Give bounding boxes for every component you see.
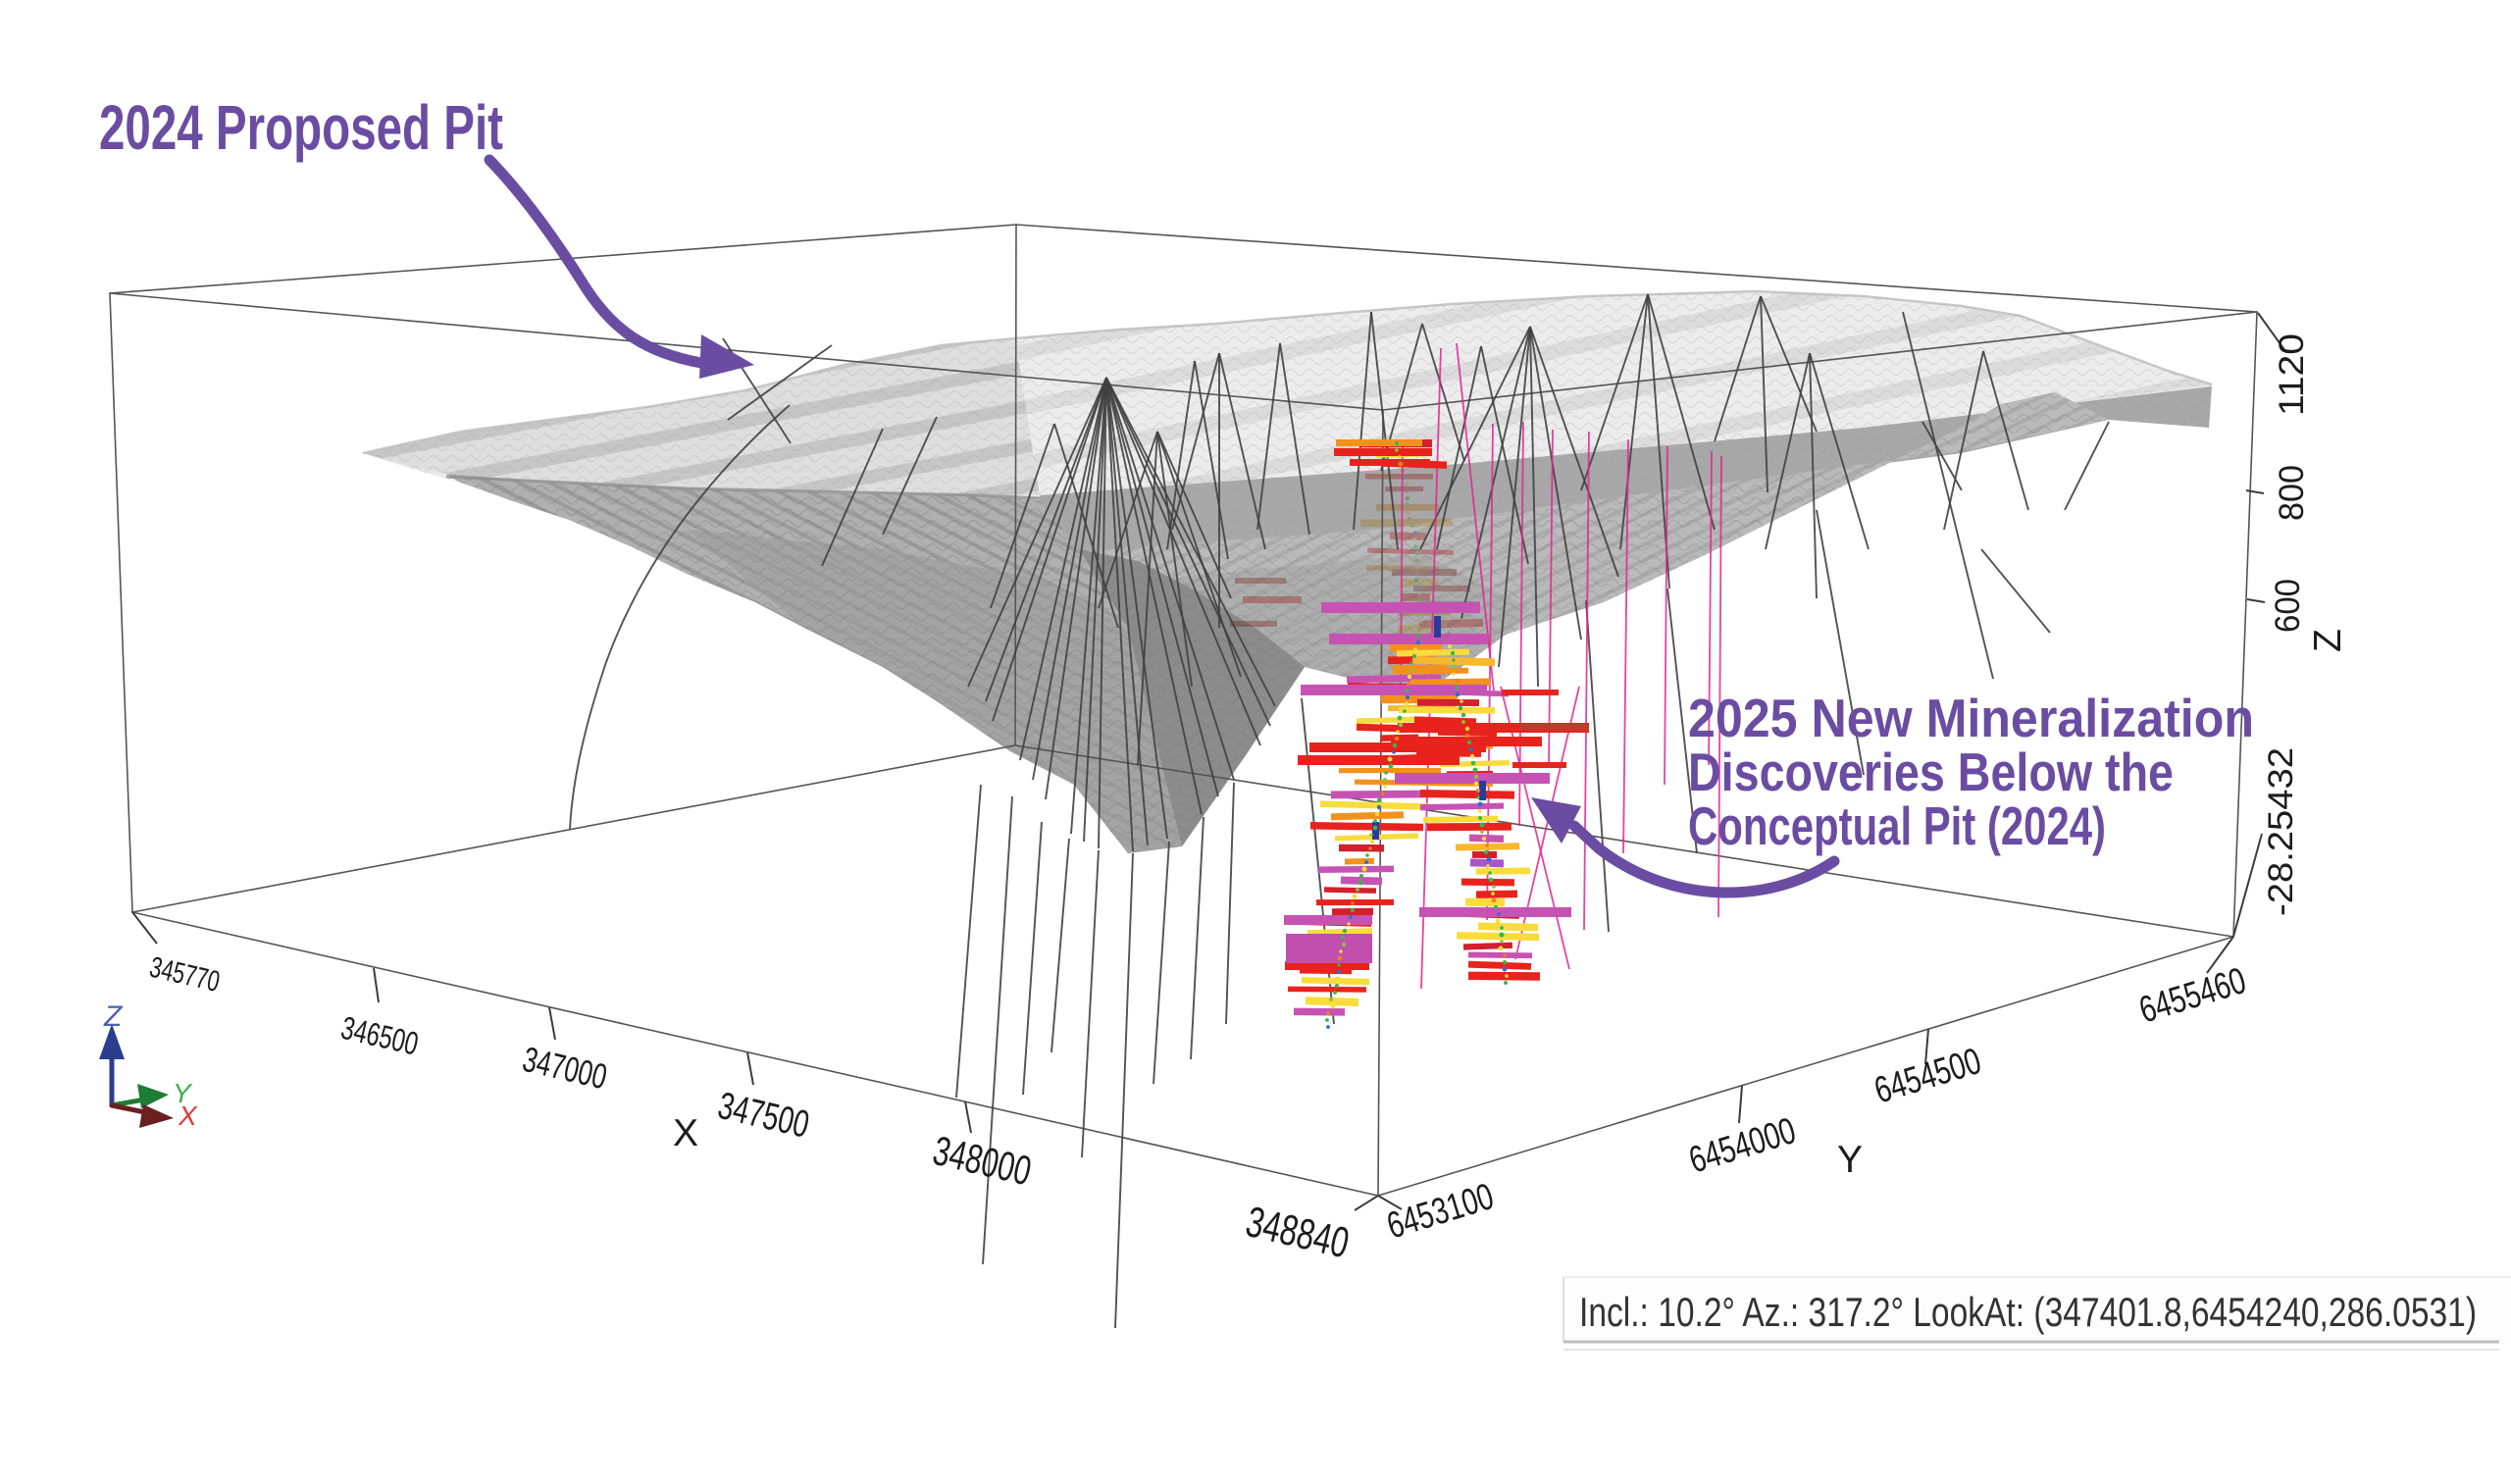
svg-text:-28.25432: -28.25432 [2262, 747, 2300, 916]
svg-text:1120: 1120 [2273, 333, 2311, 416]
svg-text:345770: 345770 [146, 949, 223, 998]
svg-text:Y: Y [1837, 1139, 1863, 1181]
svg-text:Z: Z [103, 1000, 124, 1033]
svg-text:348840: 348840 [1242, 1198, 1354, 1268]
svg-text:X: X [673, 1112, 698, 1154]
svg-text:800: 800 [2273, 465, 2311, 521]
svg-text:6453100: 6453100 [1382, 1176, 1498, 1247]
svg-text:346500: 346500 [337, 1010, 422, 1063]
svg-text:Incl.: 10.2° Az.: 317.2° LookA: Incl.: 10.2° Az.: 317.2° LookAt: (347401… [1579, 1289, 2477, 1335]
svg-text:6454500: 6454500 [1870, 1041, 1985, 1111]
svg-text:2025 New Mineralization: 2025 New Mineralization [1688, 688, 2254, 748]
svg-text:Conceptual Pit (2024): Conceptual Pit (2024) [1688, 795, 2106, 856]
svg-text:X: X [178, 1100, 198, 1131]
svg-text:Z: Z [2307, 629, 2349, 652]
svg-text:Y: Y [173, 1078, 193, 1108]
svg-text:347500: 347500 [714, 1084, 813, 1147]
svg-text:348000: 348000 [929, 1127, 1036, 1195]
svg-text:347000: 347000 [519, 1040, 610, 1098]
svg-text:2024 Proposed Pit: 2024 Proposed Pit [99, 92, 503, 163]
svg-text:Discoveries Below the: Discoveries Below the [1688, 742, 2174, 802]
svg-text:6454000: 6454000 [1684, 1110, 1800, 1181]
svg-text:6455460: 6455460 [2134, 960, 2250, 1031]
svg-text:600: 600 [2269, 579, 2307, 633]
